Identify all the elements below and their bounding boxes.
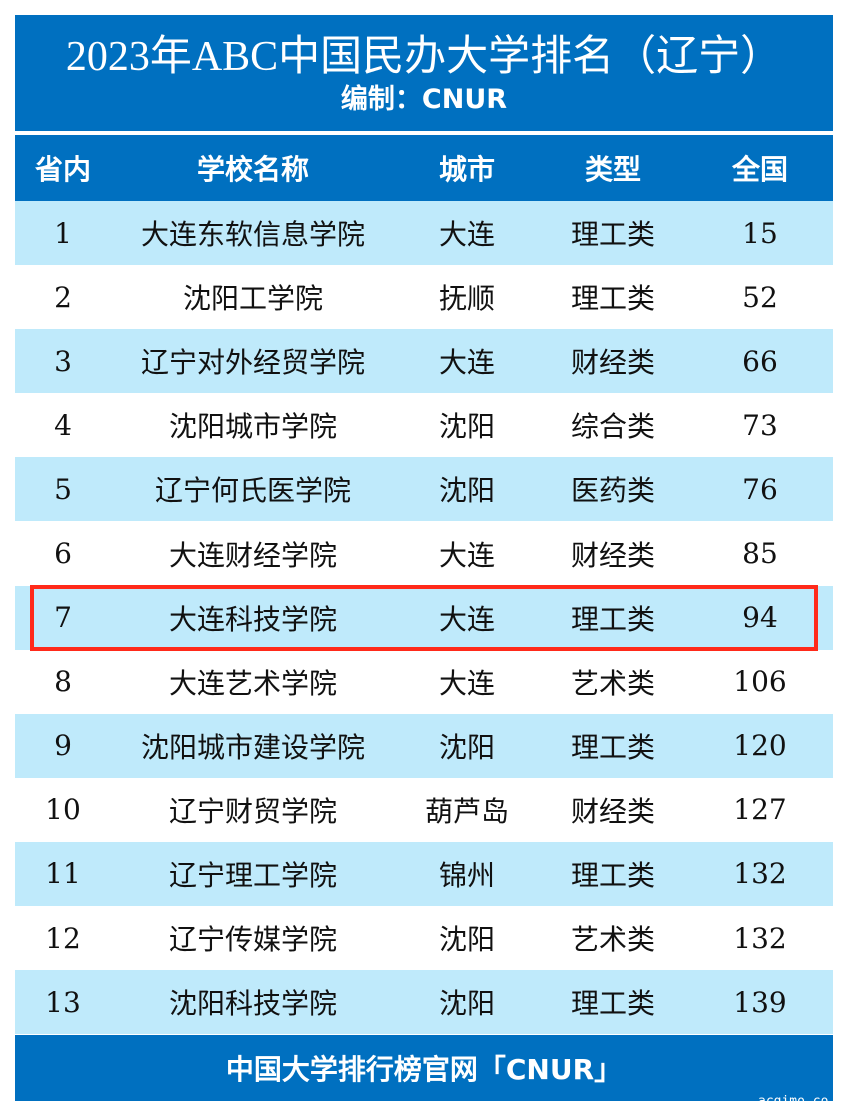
table-cell: 葫芦岛 (424, 794, 509, 828)
table-cell: 106 (733, 665, 787, 699)
table-cell: 5 (54, 472, 72, 506)
table-cell: 76 (742, 472, 778, 506)
table-cell: 艺术类 (570, 666, 655, 700)
table-cell: 15 (742, 216, 778, 250)
header-cell: 学校名称 (196, 153, 309, 186)
watermark: acgimo.co (758, 1094, 829, 1109)
table-cell: 52 (742, 280, 778, 314)
table-cell: 大连科技学院 (168, 602, 337, 636)
table-cell: 沈阳科技学院 (168, 987, 337, 1021)
table-header: 省内 学校名称 城市 类型 全国 (15, 135, 833, 201)
table-row: 10 辽宁财贸学院 葫芦岛 财经类 127 (15, 777, 833, 842)
table-cell: 沈阳城市学院 (168, 410, 337, 444)
page-title: 2023年ABC中国民办大学排名（辽宁） (65, 34, 783, 80)
table-cell: 3 (54, 344, 72, 378)
table-cell: 大连 (438, 218, 495, 252)
header-cell: 全国 (731, 153, 788, 186)
ranking-table: 省内 学校名称 城市 类型 全国 1 大连东软信息学院 大连 理工类 15 2 沈阳工学院抚… (15, 135, 833, 1035)
table-cell: 艺术类 (570, 923, 655, 957)
table-cell: 理工类 (570, 602, 655, 636)
table-cell: 12 (45, 921, 81, 955)
table-cell: 9 (54, 729, 72, 763)
table-cell: 11 (45, 857, 81, 891)
header-cell: 省内 (34, 153, 91, 186)
highlight-box (30, 585, 818, 651)
table-cell: 4 (54, 408, 72, 442)
table-cell: 大连东软信息学院 (140, 218, 365, 252)
table-cell: 132 (733, 857, 787, 891)
subtitle: 编制：CNUR (340, 84, 508, 115)
table-cell: 10 (45, 793, 81, 827)
table-cell: 73 (742, 408, 778, 442)
table-cell: 理工类 (570, 282, 655, 316)
table-cell: 辽宁理工学院 (168, 858, 337, 892)
table-cell: 锦州 (438, 858, 495, 892)
table-cell: 辽宁财贸学院 (168, 794, 337, 828)
table-cell: 财经类 (570, 346, 655, 380)
table-cell: 抚顺 (438, 282, 495, 316)
table-row: 5 辽宁何氏医学院 沈阳 医药类 76 (15, 457, 833, 522)
title-block: 2023年ABC中国民办大学排名（辽宁） 编制：CNUR (15, 15, 833, 131)
table-cell: 2 (54, 280, 72, 314)
table-row: 4 沈阳城市学院 沈阳 综合类 73 (15, 393, 833, 458)
table-cell: 辽宁何氏医学院 (154, 474, 351, 508)
table-cell: 66 (742, 344, 778, 378)
table-cell: 沈阳城市建设学院 (140, 730, 365, 764)
table-cell: 85 (742, 537, 778, 571)
table-row: 11 辽宁理工学院 锦州 理工类 132 (15, 841, 833, 907)
table-cell: 大连 (438, 538, 495, 572)
table-cell: 大连财经学院 (168, 538, 337, 572)
table-cell: 132 (733, 921, 787, 955)
table-row: 2 沈阳工学院 抚顺 理工类 52 (15, 265, 833, 330)
table-cell: 沈阳 (438, 410, 495, 444)
table-cell: 理工类 (570, 987, 655, 1021)
table-cell: 理工类 (570, 218, 655, 252)
header-cell: 城市 (438, 153, 495, 186)
table-cell: 94 (742, 601, 778, 635)
table-cell: 辽宁传媒学院 (168, 923, 337, 957)
table-cell: 综合类 (570, 410, 655, 444)
table-cell: 13 (45, 985, 81, 1019)
footer: 中国大学排行榜官网「CNUR」 (15, 1035, 833, 1101)
table-cell: 139 (733, 985, 787, 1019)
table-cell: 医药类 (570, 474, 655, 508)
table-cell: 沈阳 (438, 474, 495, 508)
table-cell: 1 (54, 216, 72, 250)
table-cell: 沈阳 (438, 923, 495, 957)
table-cell: 7 (54, 601, 72, 635)
table-row: 3 辽宁对外经贸学院 大连 财经类 66 (15, 329, 833, 394)
table-cell: 大连 (438, 602, 495, 636)
table-cell: 沈阳 (438, 730, 495, 764)
table-cell: 大连 (438, 346, 495, 380)
table-row: 12 辽宁传媒学院 沈阳 艺术类 132 (15, 906, 833, 971)
header-cell: 类型 (584, 153, 641, 186)
table-cell: 理工类 (570, 858, 655, 892)
table-cell: 沈阳 (438, 987, 495, 1021)
table-cell: 大连艺术学院 (168, 666, 337, 700)
table-row: 9 沈阳城市建设学院 沈阳 理工类 120 (15, 713, 833, 778)
table-cell: 辽宁对外经贸学院 (140, 346, 365, 380)
table-row: 1 大连东软信息学院 大连 理工类 15 (15, 201, 833, 266)
table-cell: 120 (733, 729, 787, 763)
table-cell: 127 (733, 793, 787, 827)
table-cell: 大连 (438, 666, 495, 700)
table-cell: 沈阳工学院 (182, 282, 323, 316)
table-cell: 财经类 (570, 538, 655, 572)
table-row: 7 大连科技学院 大连 理工类 94 (15, 585, 833, 650)
table-row: 8 大连艺术学院 大连 艺术类 106 (15, 649, 833, 714)
table-cell: 理工类 (570, 730, 655, 764)
table-cell: 6 (54, 537, 72, 571)
table-row: 6 大连财经学院 大连 财经类 85 (15, 521, 833, 586)
table-cell: 财经类 (570, 794, 655, 828)
table-row: 13 沈阳科技学院 沈阳 理工类 139 (15, 970, 833, 1035)
table-cell: 8 (54, 665, 72, 699)
